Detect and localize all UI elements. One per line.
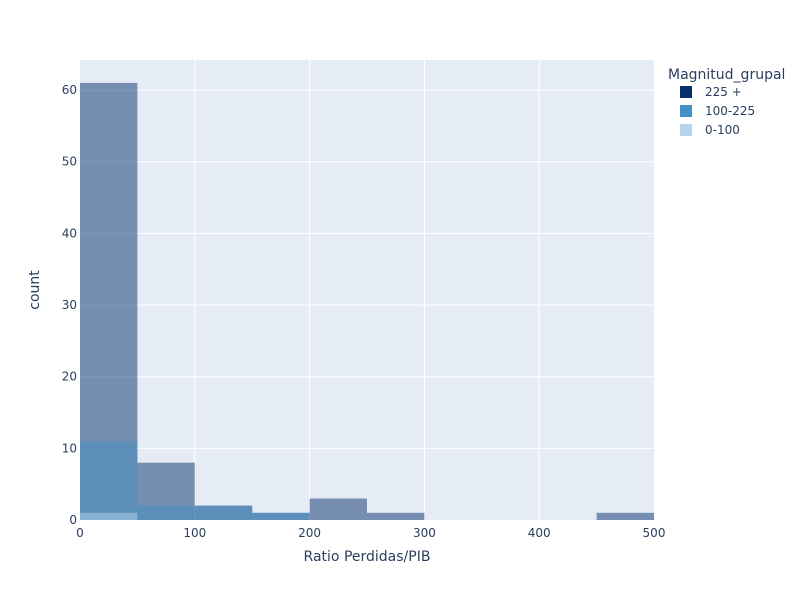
legend-swatch (680, 86, 692, 98)
y-tick-label: 50 (62, 155, 77, 169)
x-tick-label: 400 (528, 526, 551, 540)
y-axis-title: count (27, 270, 43, 310)
legend-item[interactable]: 100-225 (680, 104, 755, 118)
histogram-bar[interactable] (367, 512, 425, 520)
x-tick-label: 300 (413, 526, 436, 540)
y-tick-label: 40 (62, 226, 77, 240)
legend-label: 225 + (705, 85, 742, 99)
legend-title: Magnitud_grupal (668, 67, 785, 83)
legend[interactable]: Magnitud_grupal 225 + 100-225 0-100 (668, 67, 785, 137)
legend-swatch (680, 105, 692, 117)
x-axis-ticks: 0 100 200 300 400 500 (76, 526, 665, 540)
series-group (80, 512, 138, 520)
histogram-bar[interactable] (80, 441, 138, 520)
histogram-bar[interactable] (252, 512, 310, 520)
histogram-bar[interactable] (194, 505, 253, 520)
histogram-bar[interactable] (309, 498, 367, 520)
y-tick-label: 0 (69, 513, 77, 527)
y-tick-label: 10 (62, 441, 77, 455)
plot-background (80, 60, 654, 520)
y-axis-ticks: 0 10 20 30 40 50 60 (62, 83, 77, 527)
histogram-bar[interactable] (137, 505, 195, 520)
x-axis-title: Ratio Perdidas/PIB (304, 549, 431, 565)
gridlines (80, 60, 654, 520)
histogram-bar[interactable] (80, 512, 138, 520)
series-group (80, 441, 310, 520)
x-tick-label: 200 (298, 526, 321, 540)
x-tick-label: 0 (76, 526, 84, 540)
y-tick-label: 60 (62, 83, 77, 97)
x-tick-label: 500 (643, 526, 666, 540)
y-tick-label: 30 (62, 298, 77, 312)
x-tick-label: 100 (183, 526, 206, 540)
legend-item[interactable]: 225 + (680, 85, 742, 99)
histogram-bars (80, 82, 654, 521)
legend-label: 100-225 (705, 104, 755, 118)
histogram-bar[interactable] (596, 512, 654, 520)
legend-swatch (680, 124, 692, 136)
y-tick-label: 20 (62, 370, 77, 384)
legend-item[interactable]: 0-100 (680, 123, 740, 137)
legend-label: 0-100 (705, 123, 740, 137)
